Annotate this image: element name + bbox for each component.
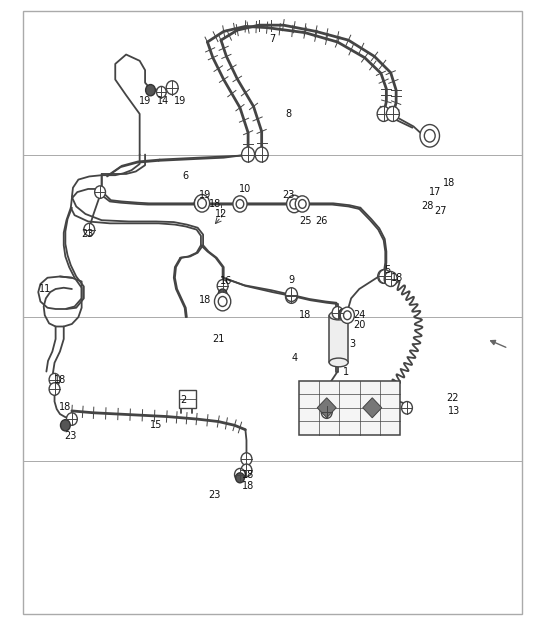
- Text: 20: 20: [353, 320, 366, 330]
- Circle shape: [60, 420, 70, 431]
- Text: 18: 18: [198, 295, 211, 305]
- Circle shape: [290, 199, 299, 209]
- Text: 6: 6: [183, 171, 189, 181]
- Circle shape: [255, 147, 268, 162]
- Circle shape: [338, 309, 347, 319]
- Circle shape: [378, 269, 390, 283]
- Circle shape: [340, 307, 354, 323]
- Bar: [329, 315, 348, 362]
- Text: 25: 25: [299, 217, 311, 227]
- Circle shape: [219, 296, 227, 306]
- Circle shape: [286, 288, 298, 301]
- Text: 28: 28: [421, 202, 433, 212]
- Circle shape: [384, 271, 397, 286]
- Text: 26: 26: [315, 217, 328, 227]
- Text: 2: 2: [180, 395, 186, 405]
- Ellipse shape: [329, 358, 348, 367]
- Text: 16: 16: [220, 276, 233, 286]
- Circle shape: [156, 87, 166, 98]
- Text: 27: 27: [434, 206, 447, 216]
- Circle shape: [377, 106, 390, 121]
- Circle shape: [402, 401, 413, 414]
- Text: 18: 18: [242, 470, 254, 480]
- Text: 17: 17: [429, 187, 441, 197]
- Text: 23: 23: [282, 190, 295, 200]
- Circle shape: [241, 147, 255, 162]
- Circle shape: [195, 197, 204, 208]
- Text: 18: 18: [242, 481, 254, 491]
- Circle shape: [166, 81, 178, 95]
- Circle shape: [287, 195, 302, 213]
- Text: 18: 18: [299, 310, 311, 320]
- Circle shape: [420, 124, 439, 147]
- Circle shape: [425, 129, 435, 142]
- Text: 7: 7: [269, 34, 276, 44]
- Text: 23: 23: [65, 431, 77, 441]
- Circle shape: [234, 468, 245, 481]
- Text: 23: 23: [81, 229, 93, 239]
- Circle shape: [215, 292, 231, 311]
- Circle shape: [95, 186, 106, 198]
- Text: 18: 18: [443, 178, 455, 188]
- Text: 18: 18: [54, 375, 66, 384]
- Polygon shape: [363, 398, 382, 418]
- Ellipse shape: [329, 311, 348, 320]
- Text: 18: 18: [59, 401, 71, 411]
- Circle shape: [332, 306, 343, 319]
- Text: 9: 9: [288, 274, 294, 284]
- Bar: [299, 381, 399, 435]
- Text: 19: 19: [139, 97, 151, 106]
- Circle shape: [322, 406, 332, 418]
- Circle shape: [379, 269, 391, 283]
- Circle shape: [236, 200, 244, 208]
- Text: 22: 22: [446, 393, 459, 403]
- Polygon shape: [317, 398, 336, 418]
- Text: 21: 21: [212, 334, 225, 344]
- Text: 4: 4: [291, 353, 297, 363]
- Circle shape: [295, 196, 310, 212]
- Circle shape: [299, 200, 306, 208]
- Circle shape: [386, 106, 399, 121]
- Text: 19: 19: [198, 190, 211, 200]
- Circle shape: [235, 473, 244, 483]
- Circle shape: [66, 413, 77, 425]
- Text: 13: 13: [448, 406, 461, 416]
- Circle shape: [217, 279, 228, 292]
- Text: 8: 8: [286, 109, 292, 119]
- Text: 10: 10: [239, 184, 251, 194]
- Text: 14: 14: [157, 97, 169, 106]
- Circle shape: [286, 290, 298, 303]
- Text: 23: 23: [208, 490, 220, 501]
- Bar: [179, 390, 196, 408]
- Circle shape: [233, 196, 247, 212]
- Circle shape: [219, 289, 227, 299]
- Text: 3: 3: [350, 339, 356, 349]
- Text: 18: 18: [209, 199, 222, 209]
- Circle shape: [84, 224, 95, 236]
- Circle shape: [241, 453, 252, 465]
- Text: 5: 5: [384, 265, 391, 275]
- Circle shape: [49, 374, 60, 386]
- Text: 1: 1: [343, 367, 349, 377]
- Text: 11: 11: [39, 284, 51, 294]
- Circle shape: [49, 383, 60, 395]
- Text: 24: 24: [353, 310, 366, 320]
- Circle shape: [198, 198, 207, 208]
- Text: 12: 12: [215, 209, 227, 219]
- Circle shape: [195, 195, 210, 212]
- Circle shape: [343, 311, 351, 320]
- Text: 19: 19: [174, 97, 186, 106]
- Circle shape: [241, 464, 252, 477]
- Circle shape: [146, 85, 155, 96]
- Circle shape: [195, 198, 204, 210]
- Text: 15: 15: [150, 420, 162, 430]
- Text: 18: 18: [391, 273, 403, 283]
